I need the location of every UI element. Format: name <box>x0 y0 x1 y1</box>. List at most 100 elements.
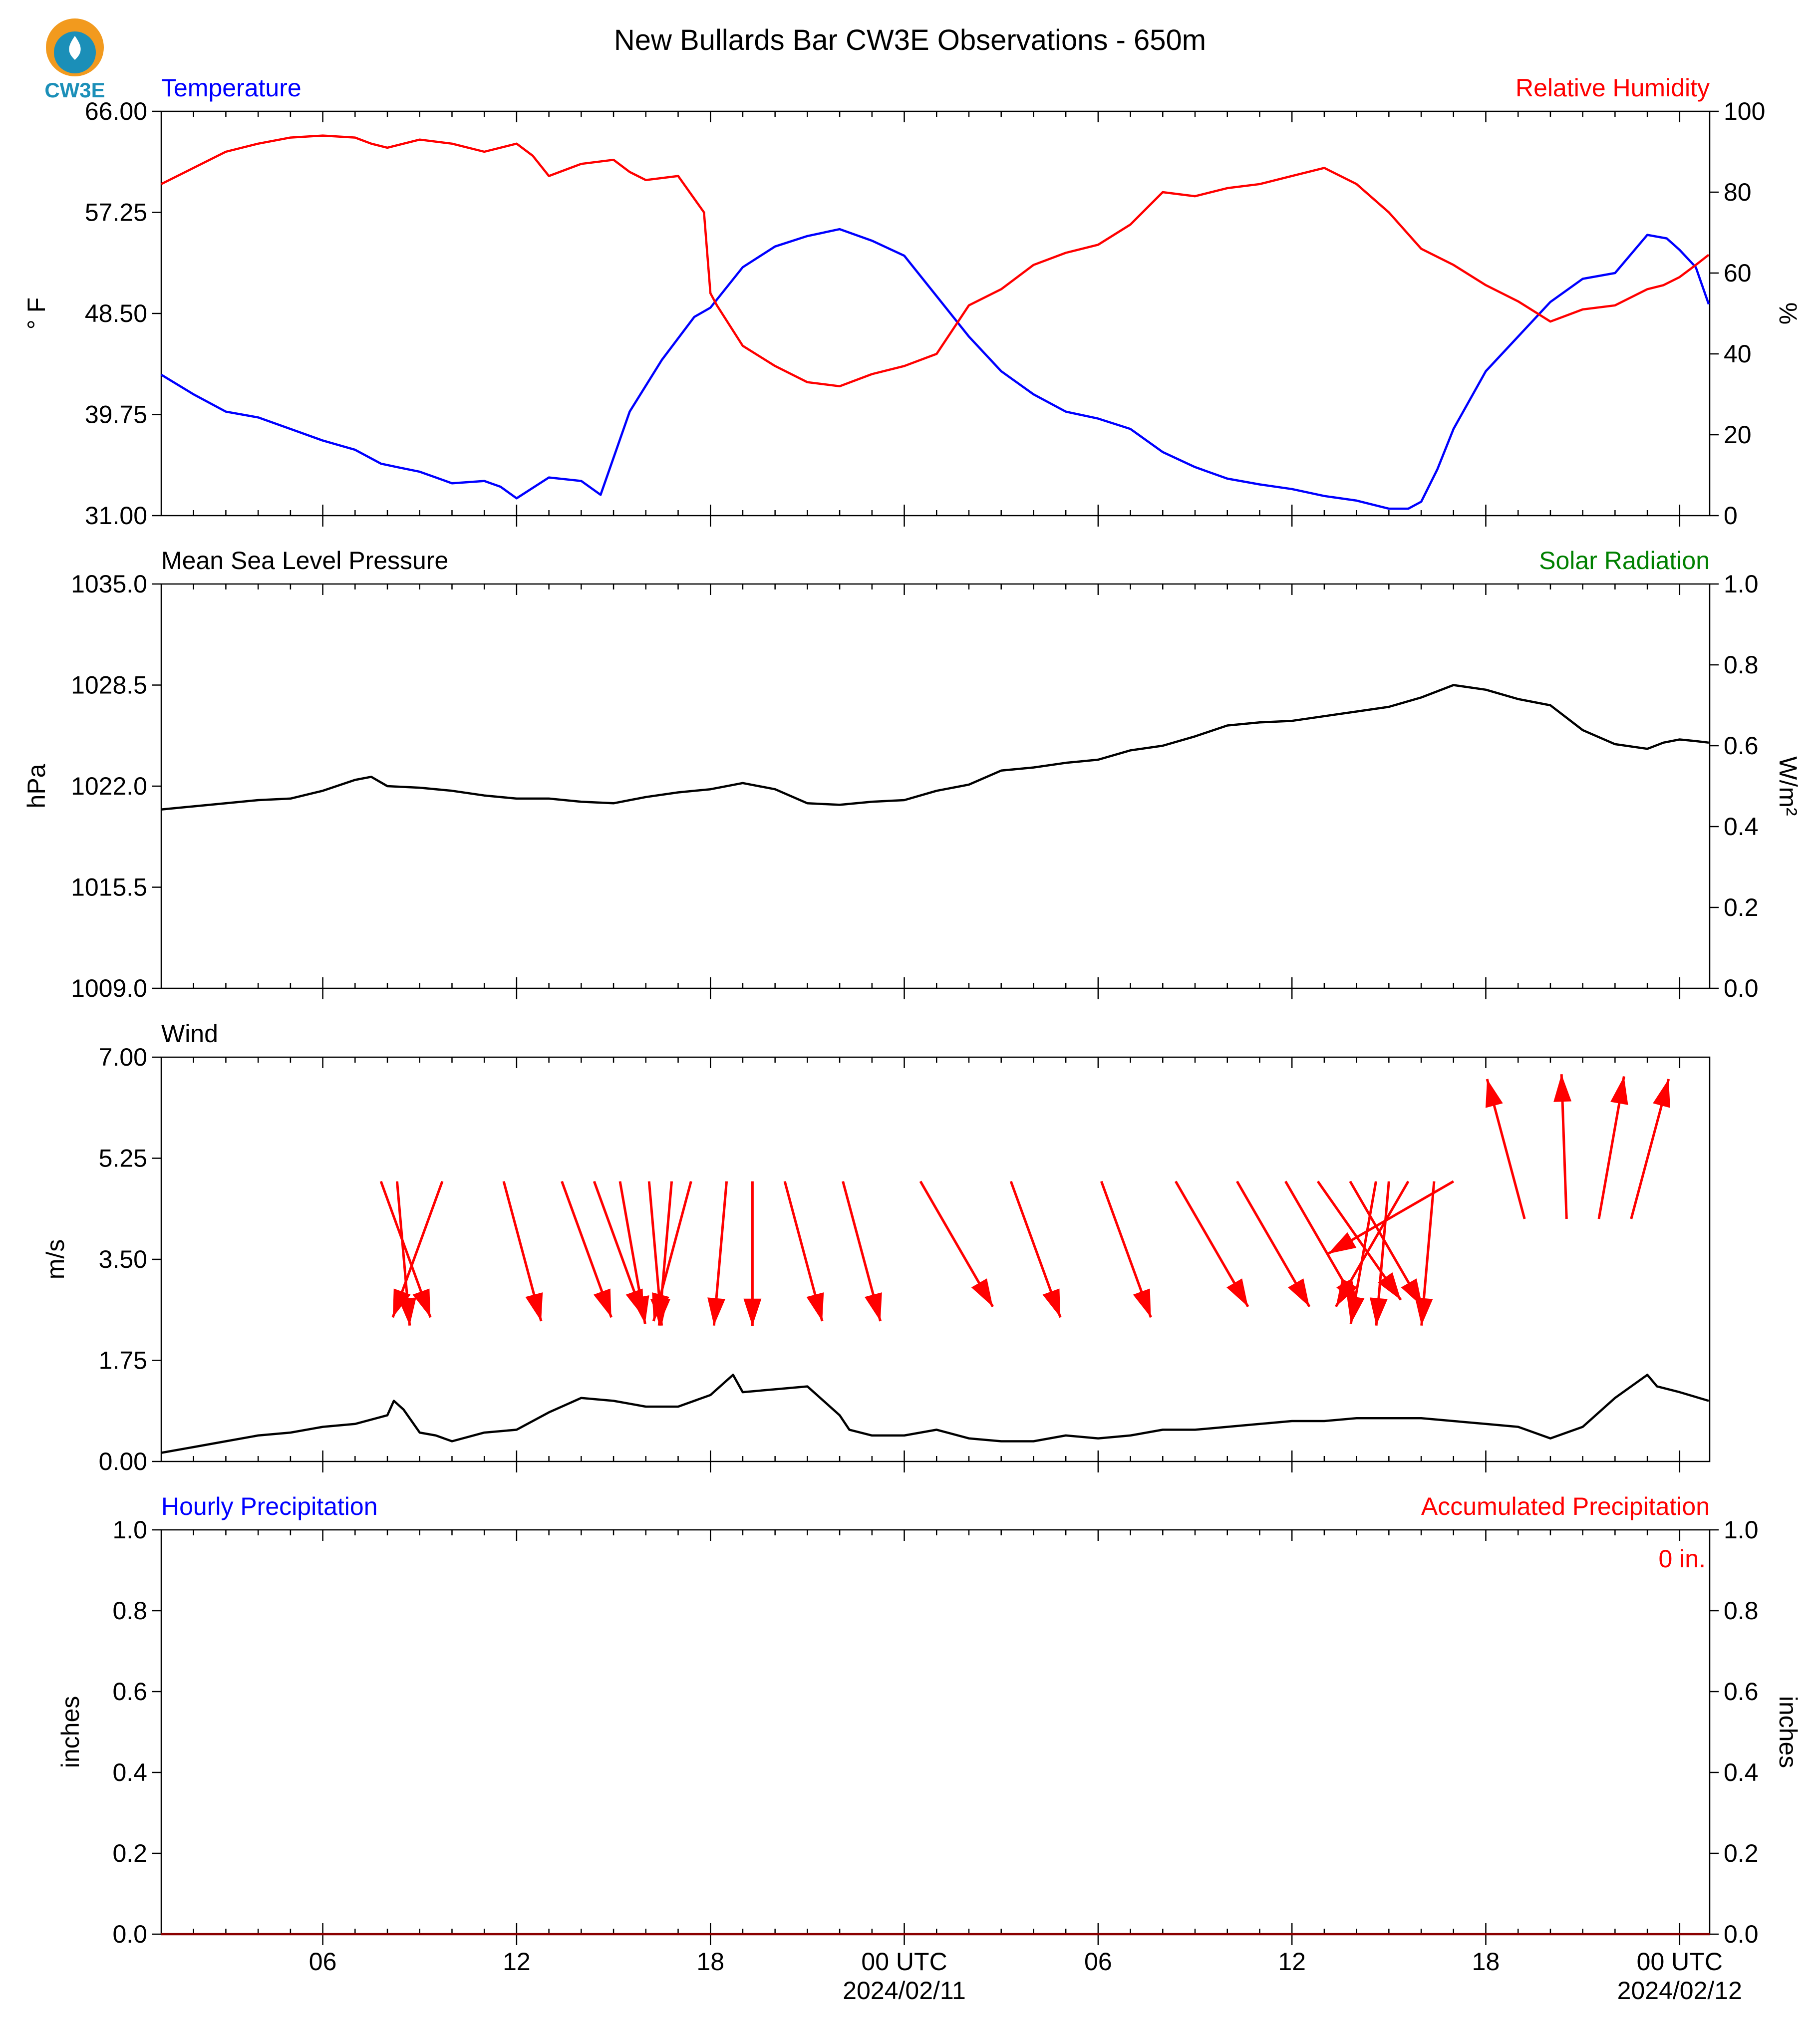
y-right-tick-label: 1.0 <box>1724 570 1759 598</box>
x-tick-label: 00 UTC <box>861 1948 947 1976</box>
y-tick-label: 39.75 <box>85 401 147 429</box>
y-tick-label: 0.8 <box>112 1597 147 1625</box>
y-tick-label: 1009.0 <box>71 974 147 1002</box>
y-right-tick-label: 80 <box>1724 178 1752 206</box>
y-tick-label: 66.00 <box>85 97 147 125</box>
y-tick-label: 1.75 <box>99 1347 147 1375</box>
y-axis-label: inches <box>56 1696 84 1768</box>
wind-arrow-head <box>1415 1297 1433 1326</box>
y-tick-label: 0.2 <box>112 1839 147 1867</box>
logo-text: CW3E <box>44 78 105 102</box>
y-right-tick-label: 0.4 <box>1724 1758 1759 1786</box>
y-right-tick-label: 0.8 <box>1724 651 1759 679</box>
y-right-axis-label: inches <box>1774 1696 1802 1768</box>
wind-arrow-head <box>1346 1295 1365 1324</box>
panel-precipitation: 0.0 0.2 0.4 0.6 0.8 1.0 0.0 0.2 0.4 0.6 0.8 1.0 inch… <box>56 1492 1802 2005</box>
x-tick-label: 12 <box>1278 1948 1306 1976</box>
y-tick-label: 31.00 <box>85 502 147 530</box>
series-line-wind <box>161 1374 1709 1454</box>
x-date-label: 2024/02/12 <box>1617 1977 1742 2005</box>
y-right-tick-label: 1.0 <box>1724 1516 1759 1544</box>
wind-arrow-head <box>1485 1079 1503 1108</box>
y-right-axis-label: W/m² <box>1774 756 1802 816</box>
panel-temperature-humidity: 31.00 39.75 48.50 57.25 66.00 0 20 40 60 80 100 ° F… <box>22 74 1802 530</box>
x-tick-label: 18 <box>696 1948 724 1976</box>
y-right-tick-label: 0.0 <box>1724 1920 1759 1948</box>
panel-right-title: Relative Humidity <box>1516 74 1710 102</box>
y-tick-label: 0.6 <box>112 1678 147 1706</box>
y-tick-label: 0.4 <box>112 1758 147 1786</box>
wind-arrow-head <box>1042 1288 1061 1318</box>
wind-arrow-head <box>743 1298 762 1326</box>
wind-arrow-head <box>412 1288 431 1318</box>
wind-arrow-head <box>1369 1297 1388 1326</box>
y-right-tick-label: 0.6 <box>1724 732 1759 760</box>
y-right-tick-label: 0.2 <box>1724 893 1759 921</box>
y-right-tick-label: 0.4 <box>1724 813 1759 841</box>
y-tick-label: 1022.0 <box>71 772 147 800</box>
panel-right-title: Solar Radiation <box>1539 547 1710 575</box>
y-axis-label: ° F <box>22 297 50 329</box>
panel-left-title: Temperature <box>161 74 302 102</box>
wind-arrow-head <box>1288 1278 1310 1307</box>
y-tick-label: 1015.5 <box>71 873 147 901</box>
wind-arrow-head <box>1553 1074 1572 1102</box>
series-line-relative-humidity <box>160 134 1710 388</box>
panel-left-title: Hourly Precipitation <box>161 1492 378 1520</box>
y-tick-label: 0.0 <box>112 1920 147 1948</box>
figure-title: New Bullards Bar CW3E Observations - 650… <box>614 24 1206 56</box>
x-tick-label: 18 <box>1472 1948 1500 1976</box>
wind-arrow-head <box>865 1292 882 1321</box>
y-right-tick-label: 20 <box>1724 421 1752 449</box>
wind-arrow-head <box>1226 1278 1248 1307</box>
y-right-tick-label: 100 <box>1724 97 1765 125</box>
y-tick-label: 48.50 <box>85 299 147 327</box>
x-tick-label: 06 <box>309 1948 337 1976</box>
wind-arrow-head <box>631 1295 649 1324</box>
panel-left-title: Wind <box>161 1020 218 1048</box>
panel-pressure-solar: 1009.0 1015.5 1022.0 1028.5 1035.0 0.0 0.2 0.4 0… <box>22 547 1802 1002</box>
series-line-mean-sea-level-pressure <box>161 684 1709 811</box>
y-tick-label: 7.00 <box>99 1043 147 1071</box>
y-right-tick-label: 0.6 <box>1724 1678 1759 1706</box>
y-tick-label: 1.0 <box>112 1516 147 1544</box>
y-right-tick-label: 40 <box>1724 340 1752 368</box>
wind-arrow-head <box>707 1297 726 1326</box>
y-tick-label: 1035.0 <box>71 570 147 598</box>
y-right-tick-label: 0.2 <box>1724 1839 1759 1867</box>
wind-arrow-head <box>971 1278 993 1307</box>
y-tick-label: 5.25 <box>99 1145 147 1172</box>
logo-drop-icon <box>69 36 81 60</box>
y-axis-label: hPa <box>22 764 50 808</box>
wind-arrow-head <box>1328 1232 1357 1254</box>
wind-arrow-head <box>525 1292 543 1321</box>
wind-arrow-head <box>1133 1288 1151 1318</box>
wind-arrow-head <box>392 1288 411 1318</box>
wind-arrow-head <box>652 1292 669 1321</box>
x-tick-label: 12 <box>503 1948 531 1976</box>
panel-left-title: Mean Sea Level Pressure <box>161 547 448 575</box>
panel-right-title: Accumulated Precipitation <box>1421 1492 1710 1520</box>
wind-arrow-head <box>1377 1272 1401 1300</box>
y-right-tick-label: 0.8 <box>1724 1597 1759 1625</box>
y-right-tick-label: 60 <box>1724 259 1752 287</box>
accumulated-precip-annotation: 0 in. <box>1658 1545 1706 1573</box>
y-tick-label: 57.25 <box>85 199 147 227</box>
x-tick-label: 00 UTC <box>1637 1948 1723 1976</box>
wind-arrow-head <box>806 1292 824 1321</box>
y-right-axis-label: % <box>1774 302 1802 324</box>
y-axis-label: m/s <box>41 1239 69 1280</box>
wind-arrow-head <box>1610 1076 1628 1105</box>
y-tick-label: 3.50 <box>99 1245 147 1273</box>
x-date-label: 2024/02/11 <box>843 1977 966 2005</box>
panels: 31.00 39.75 48.50 57.25 66.00 0 20 40 60 80 100 ° F… <box>22 74 1802 2005</box>
series-line-temperature <box>160 228 1710 510</box>
cw3e-logo: CW3E <box>44 18 105 102</box>
panel-wind: 0.00 1.75 3.50 5.25 7.00 m/s Wind <box>41 1020 1711 1475</box>
y-right-tick-label: 0 <box>1724 502 1738 530</box>
wind-arrow-head <box>1653 1079 1670 1108</box>
x-tick-label: 06 <box>1084 1948 1112 1976</box>
y-tick-label: 1028.5 <box>71 671 147 699</box>
y-right-tick-label: 0.0 <box>1724 974 1759 1002</box>
